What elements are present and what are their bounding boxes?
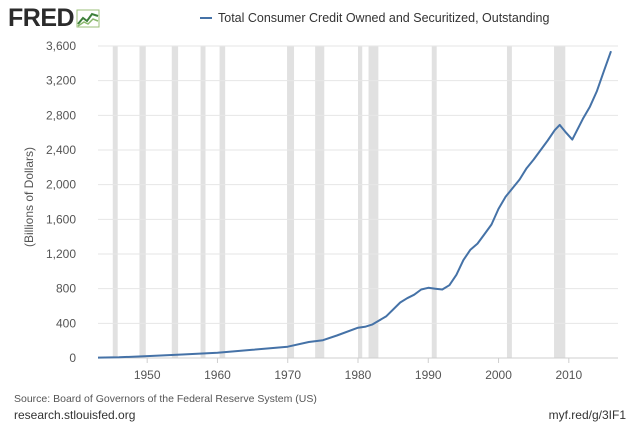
- y-tick-label: 0: [69, 351, 76, 365]
- recession-band: [368, 46, 379, 358]
- recession-band: [200, 46, 206, 358]
- recession-band: [171, 46, 179, 358]
- short-link[interactable]: myf.red/g/3IF1: [548, 408, 626, 422]
- legend-series-swatch: [200, 17, 212, 19]
- x-tick-label: 1980: [345, 368, 372, 382]
- recession-band: [139, 46, 146, 358]
- recession-band: [219, 46, 226, 358]
- x-tick-label: 1990: [415, 368, 442, 382]
- fred-logo[interactable]: FRED: [8, 4, 102, 32]
- fred-logo-text: FRED: [8, 3, 75, 32]
- x-tick-label: 2010: [555, 368, 582, 382]
- y-tick-label: 3,600: [46, 39, 76, 53]
- series-line: [97, 50, 612, 359]
- chart-legend: Total Consumer Credit Owned and Securiti…: [200, 11, 549, 25]
- x-tick-label: 1970: [274, 368, 301, 382]
- y-tick-label: 2,800: [46, 108, 76, 122]
- fred-chart-icon: [76, 7, 102, 29]
- y-tick-label: 1,600: [46, 212, 76, 226]
- y-tick-label: 2,000: [46, 178, 76, 192]
- recession-band: [112, 46, 118, 358]
- y-tick-label: 2,400: [46, 143, 76, 157]
- recession-band: [431, 46, 437, 358]
- y-tick-label: 800: [56, 282, 76, 296]
- site-link[interactable]: research.stlouisfed.org: [14, 408, 136, 422]
- recession-band: [287, 46, 295, 358]
- source-note: Source: Board of Governors of the Federa…: [14, 393, 317, 405]
- recession-band: [506, 46, 512, 358]
- x-tick-label: 1950: [134, 368, 161, 382]
- y-tick-label: 1,200: [46, 247, 76, 261]
- y-tick-label: 3,200: [46, 74, 76, 88]
- recession-band: [315, 46, 325, 358]
- recession-band: [358, 46, 363, 358]
- legend-series-label: Total Consumer Credit Owned and Securiti…: [218, 11, 550, 25]
- x-tick-label: 2000: [485, 368, 512, 382]
- x-tick-label: 1960: [204, 368, 231, 382]
- y-tick-label: 400: [56, 316, 76, 330]
- recession-band: [554, 46, 566, 358]
